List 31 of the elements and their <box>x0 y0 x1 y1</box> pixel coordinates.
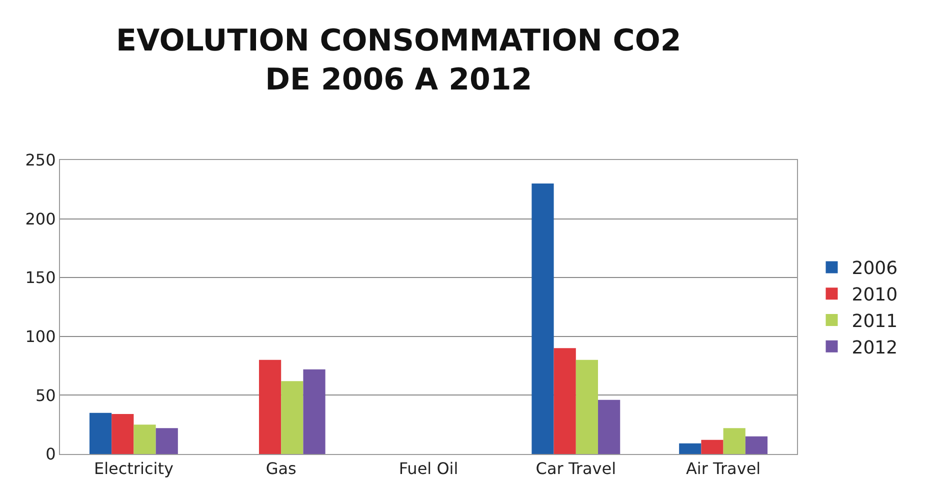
legend-label: 2010 <box>852 284 898 306</box>
x-tick-label: Air Travel <box>686 459 761 478</box>
x-tick-label: Gas <box>266 459 296 478</box>
y-tick-label: 250 <box>25 150 56 170</box>
y-tick-label: 200 <box>25 209 56 228</box>
bar <box>532 184 554 454</box>
legend-label: 2011 <box>852 311 898 332</box>
y-tick-label: 50 <box>35 386 56 405</box>
bar <box>576 360 598 454</box>
bar <box>554 348 576 454</box>
x-tick-label: Car Travel <box>536 459 616 478</box>
bar <box>281 381 304 454</box>
bar <box>679 443 702 454</box>
bar <box>89 412 112 454</box>
bar <box>134 424 156 454</box>
legend-label: 2012 <box>852 337 898 358</box>
bar <box>745 436 768 454</box>
chart-title: EVOLUTION CONSOMMATION CO2 DE 2006 A 2012 <box>116 23 682 98</box>
x-tick-label: Fuel Oil <box>398 459 458 478</box>
x-tick-label: Electricity <box>94 459 174 478</box>
y-tick-label: 150 <box>25 268 56 288</box>
bar <box>723 428 746 454</box>
bar <box>112 414 134 454</box>
bar <box>598 400 620 454</box>
bar <box>303 369 326 454</box>
bar <box>156 428 178 454</box>
bar <box>258 360 282 454</box>
y-tick-label: 100 <box>25 327 56 346</box>
legend-label: 2006 <box>852 258 898 280</box>
bar <box>701 440 724 454</box>
y-tick-label: 0 <box>46 444 56 464</box>
